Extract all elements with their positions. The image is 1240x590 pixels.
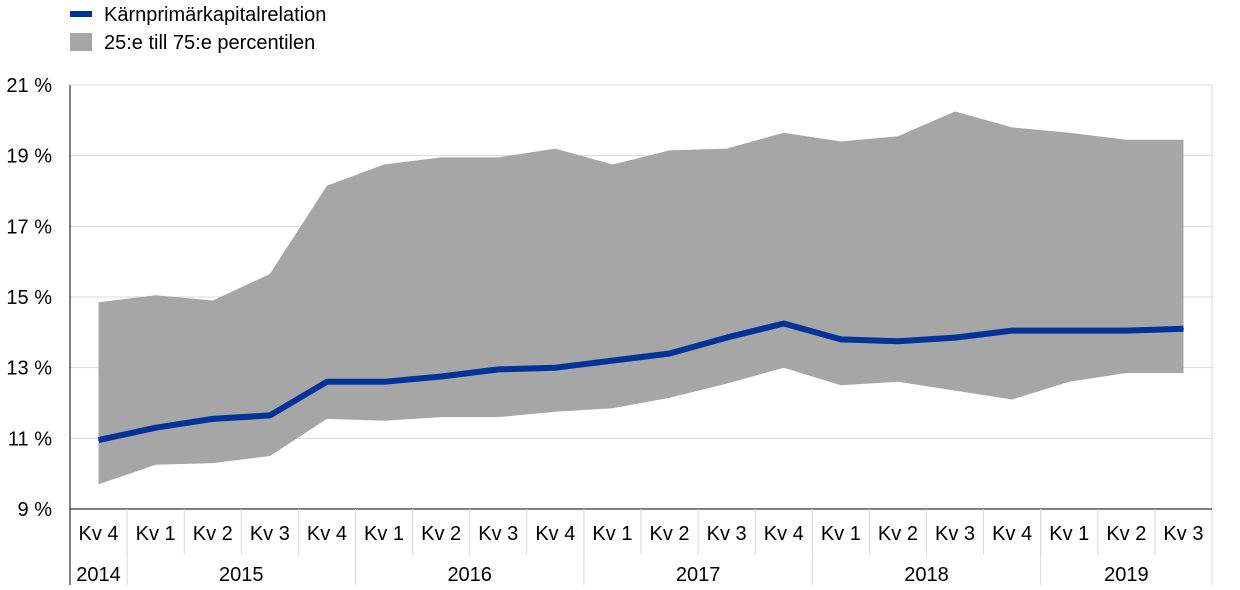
ratio-point	[897, 340, 899, 342]
legend-item-band: 25:e till 75:e percentilen	[70, 32, 315, 54]
ratio-point	[326, 381, 328, 383]
ratio-point	[726, 337, 728, 339]
x-tick-label: Kv 3	[935, 523, 975, 545]
y-tick-label: 19 %	[6, 146, 52, 168]
ratio-point	[383, 381, 385, 383]
x-tick-label: Kv 1	[136, 523, 176, 545]
year-label: 2016	[447, 564, 492, 586]
legend: Kärnprimärkapitalrelation 25:e till 75:e…	[70, 4, 326, 54]
legend-band-swatch	[70, 33, 92, 51]
ratio-point	[611, 360, 613, 362]
x-tick-label: Kv 3	[250, 523, 290, 545]
x-tick-label: Kv 1	[821, 523, 861, 545]
ratio-line-layer	[97, 320, 1184, 444]
ratio-point	[1011, 330, 1013, 332]
year-label: 2015	[219, 564, 264, 586]
x-tick-label: Kv 2	[421, 523, 461, 545]
x-tick-label: Kv 4	[79, 523, 119, 545]
x-tick-label: Kv 4	[307, 523, 347, 545]
year-label: 2017	[676, 564, 721, 586]
year-label: 2019	[1104, 564, 1149, 586]
x-tick-label: Kv 2	[1106, 523, 1146, 545]
x-tick-label: Kv 2	[193, 523, 233, 545]
y-tick-label: 17 %	[6, 216, 52, 238]
x-tick-label: Kv 2	[878, 523, 918, 545]
y-tick-label: 15 %	[6, 287, 52, 309]
ratio-point	[212, 418, 214, 420]
y-tick-labels: 9 % 11 % 13 % 15 % 17 % 19 % 21 %	[6, 75, 52, 521]
axis-layer	[69, 85, 1213, 585]
ratio-point	[98, 439, 100, 441]
ratio-point	[440, 376, 442, 377]
percentile-band-layer	[98, 111, 1184, 485]
y-tick-label: 21 %	[6, 75, 52, 97]
y-tick-label: 9 %	[18, 499, 53, 521]
percentile-band	[98, 111, 1184, 485]
x-tick-label: Kv 1	[1049, 523, 1089, 545]
ratio-point	[1182, 328, 1184, 330]
year-label: 2014	[76, 564, 121, 586]
x-tick-label: Kv 4	[764, 523, 804, 545]
x-tick-label: Kv 4	[535, 523, 575, 545]
x-tick-label: Kv 1	[592, 523, 632, 545]
ratio-point	[840, 338, 842, 340]
ratio-line	[97, 320, 1184, 444]
ratio-point	[1068, 330, 1070, 332]
year-label: 2018	[904, 564, 949, 586]
ratio-point	[497, 368, 499, 370]
x-tick-label: Kv 2	[650, 523, 690, 545]
ratio-point	[669, 353, 671, 355]
y-tick-label: 11 %	[8, 428, 52, 450]
ratio-point	[155, 427, 157, 429]
y-tick-label: 13 %	[6, 358, 52, 380]
ratio-point	[783, 323, 785, 324]
x-tick-label: Kv 3	[707, 523, 747, 545]
legend-item-line: Kärnprimärkapitalrelation	[70, 4, 326, 26]
legend-label-line: Kärnprimärkapitalrelation	[104, 4, 326, 26]
ratio-point	[269, 414, 271, 416]
x-tick-label: Kv 3	[1163, 523, 1203, 545]
x-tick-label: Kv 3	[478, 523, 518, 545]
ratio-point	[554, 367, 556, 369]
ratio-point	[1125, 330, 1127, 332]
x-tick-label: Kv 1	[364, 523, 404, 545]
legend-label-band: 25:e till 75:e percentilen	[104, 32, 315, 54]
x-tick-label: Kv 4	[992, 523, 1032, 545]
x-tick-labels: Kv 4 Kv 1 Kv 2 Kv 3 Kv 4 Kv 1 Kv 2 Kv 3 Kv 4 Kv 1…	[76, 523, 1203, 586]
ratio-point	[954, 337, 956, 339]
